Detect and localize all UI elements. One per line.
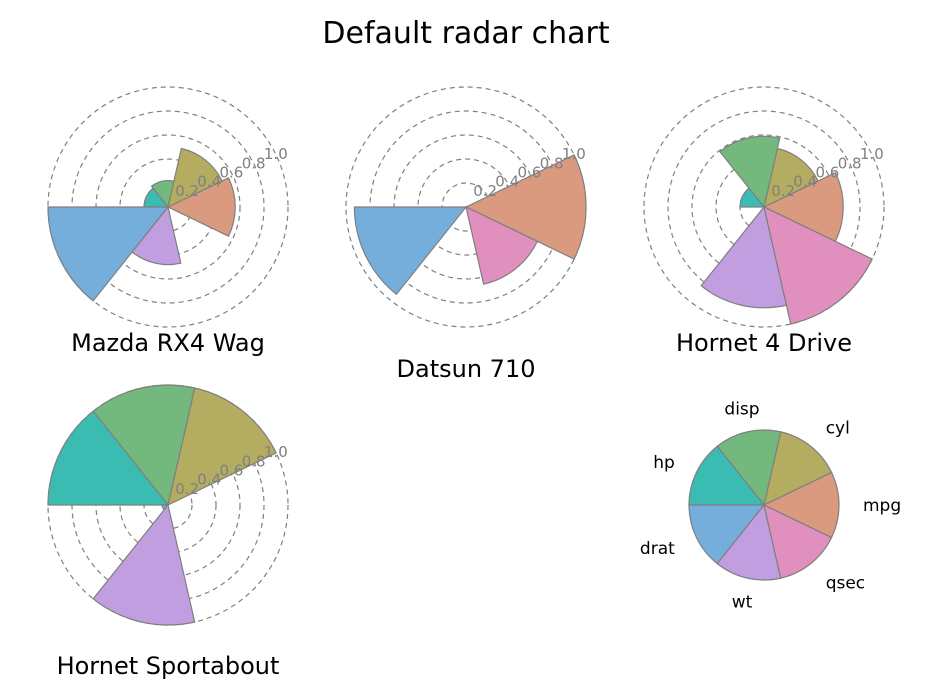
legend-label-cyl: cyl <box>826 419 850 439</box>
grid-ring-1.0 <box>47 384 289 626</box>
legend-wedge-disp <box>716 429 782 507</box>
petal-wt <box>131 205 182 266</box>
grid-ring-0.8 <box>667 110 861 304</box>
radial-tick-label: 0.8 <box>838 154 862 172</box>
panel-title: Hornet Sportabout <box>57 652 280 680</box>
radial-tick-label: 0.8 <box>540 154 564 172</box>
petal-hp <box>739 187 766 208</box>
radial-tick-label: 0.6 <box>220 163 244 181</box>
radial-tick-label: 0.2 <box>473 182 497 200</box>
radial-tick-label: 0.6 <box>220 461 244 479</box>
legend-wedge-qsec <box>763 503 833 579</box>
legend-wedge-drat <box>688 504 766 565</box>
legend-wedge-wt <box>716 503 782 581</box>
radial-tick-label: 0.4 <box>793 173 817 191</box>
legend-wedge-mpg <box>762 471 840 539</box>
petal-wt <box>92 503 196 626</box>
radial-tick-label: 0.2 <box>175 480 199 498</box>
radial-tick-label: 1.0 <box>562 145 586 163</box>
grid-ring-1.0 <box>643 86 885 328</box>
radial-tick-label: 0.2 <box>771 182 795 200</box>
petal-cyl <box>167 387 277 507</box>
petal-disp <box>150 180 175 209</box>
legend-label-disp: disp <box>724 400 759 420</box>
petal-cyl <box>763 147 819 209</box>
petal-mpg <box>762 171 844 243</box>
legend-label-wt: wt <box>732 593 753 613</box>
radial-tick-label: 0.4 <box>197 173 221 191</box>
petal-hp <box>47 410 170 506</box>
radial-tick-label: 1.0 <box>264 443 288 461</box>
petal-qsec <box>465 205 539 285</box>
legend-label-qsec: qsec <box>826 573 865 593</box>
panel-title: Hornet 4 Drive <box>676 329 852 357</box>
petal-mpg <box>166 177 236 237</box>
radar-panel-2: 0.20.40.60.81.0 Datsun 710 <box>345 86 587 383</box>
radial-tick-label: 0.4 <box>495 173 519 191</box>
petal-cyl <box>167 147 223 209</box>
legend-wedge-hp <box>688 445 766 506</box>
legend-wedge-cyl <box>763 431 833 507</box>
radial-tick-label: 1.0 <box>860 145 884 163</box>
panel-title: Datsun 710 <box>397 355 536 383</box>
petal-drat <box>353 206 468 296</box>
radial-tick-label: 0.6 <box>816 163 840 181</box>
petal-wt <box>700 205 788 309</box>
petal-disp <box>719 135 781 209</box>
petal-drat <box>47 206 170 302</box>
legend-label-mpg: mpg <box>863 496 901 516</box>
petal-mpg <box>464 154 587 260</box>
grid-ring-1.0 <box>47 86 289 328</box>
radar-panel-4: 0.20.40.60.81.0 Hornet Sportabout <box>47 384 289 680</box>
radial-tick-label: 0.4 <box>197 471 221 489</box>
radial-tick-label: 0.6 <box>518 163 542 181</box>
radar-panel-3: 0.20.40.60.81.0 Hornet 4 Drive <box>643 86 885 357</box>
legend-pie: mpg cyl disp hp drat wt qsec <box>640 400 901 613</box>
radial-tick-label: 0.8 <box>242 154 266 172</box>
petal-disp <box>92 384 196 507</box>
radar-panel-1: 0.20.40.60.81.0 Mazda RX4 Wag <box>47 86 289 357</box>
figure-title: Default radar chart <box>322 16 609 51</box>
radial-tick-label: 0.2 <box>175 182 199 200</box>
legend-label-drat: drat <box>640 539 675 559</box>
radial-tick-label: 1.0 <box>264 145 288 163</box>
panel-title: Mazda RX4 Wag <box>71 329 265 357</box>
petal-qsec <box>763 205 873 325</box>
legend-label-hp: hp <box>653 453 675 473</box>
radial-tick-label: 0.8 <box>242 452 266 470</box>
